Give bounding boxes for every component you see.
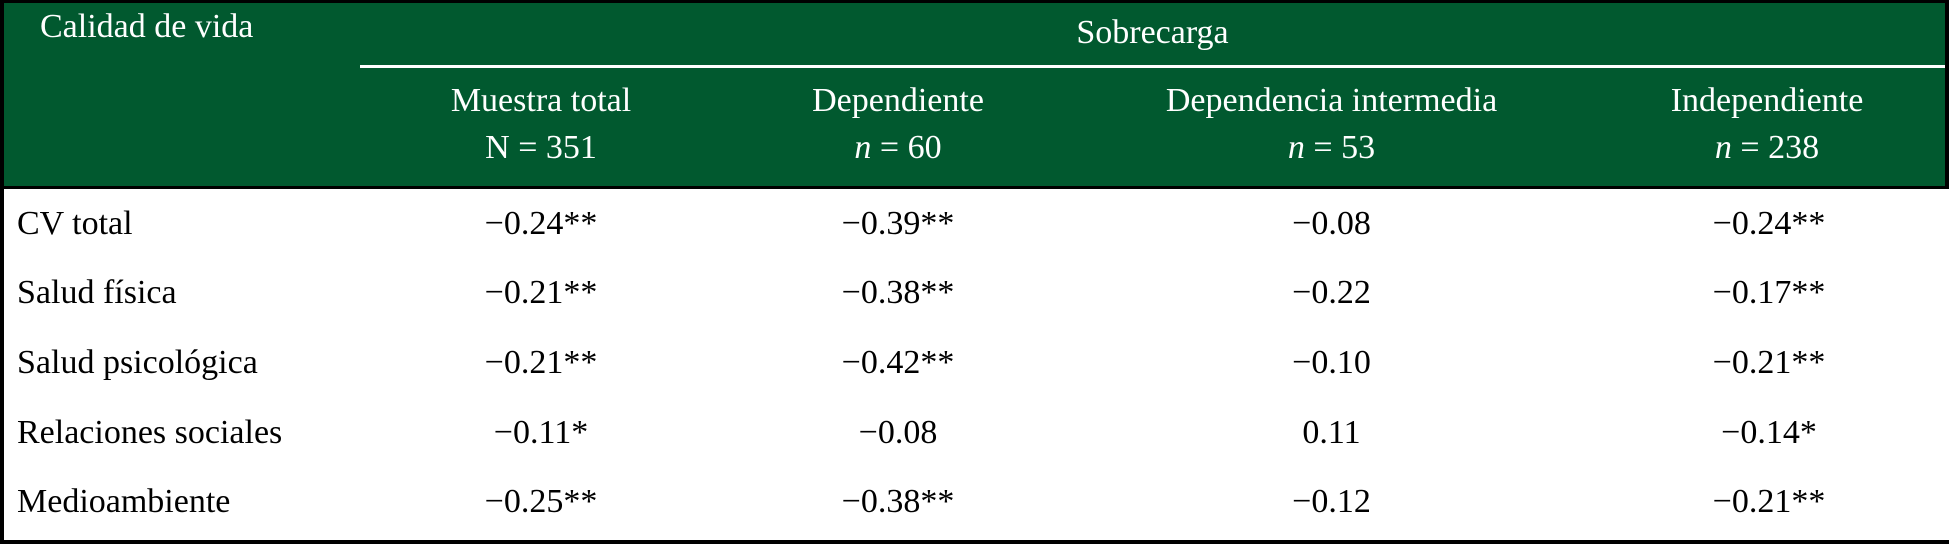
cell-value: −0.39** [841, 204, 955, 242]
cell-value: −0.17** [1712, 274, 1826, 312]
cell-value: −0.21** [1712, 343, 1826, 381]
cell-value: 0.11 [1302, 413, 1361, 451]
spanner-header: Sobrecarga [360, 3, 1945, 68]
n-symbol: n [1714, 128, 1732, 166]
table-row: Medioambiente −0.25** −0.38** −0.12 −0.2… [4, 467, 1949, 537]
cell-value: −0.24** [1712, 204, 1826, 242]
column-header-muestra-total: Muestra total N = 351 [360, 68, 722, 186]
column-header-dependiente: Dependiente n = 60 [722, 68, 1074, 186]
n-value: = 60 [871, 128, 942, 166]
n-symbol: N [485, 128, 510, 166]
cell-value: −0.38** [841, 274, 955, 312]
row-label: CV total [17, 204, 133, 242]
cell-value: −0.21** [1712, 483, 1826, 521]
table-row: Salud física −0.21** −0.38** −0.22 −0.17… [4, 259, 1949, 329]
cell-value: −0.21** [484, 343, 598, 381]
spanner-label: Sobrecarga [1076, 14, 1229, 51]
table-row: CV total −0.24** −0.39** −0.08 −0.24** [4, 189, 1949, 259]
cell-value: −0.38** [841, 483, 955, 521]
table-body: CV total −0.24** −0.39** −0.08 −0.24** S… [4, 189, 1949, 537]
table-header: Calidad de vida Sobrecarga Muestra total… [4, 0, 1949, 189]
cell-value: −0.08 [858, 413, 938, 451]
column-title: Dependiente [812, 82, 984, 119]
column-n-line: n = 60 [854, 125, 941, 172]
column-header-dependencia-intermedia: Dependencia intermedia n = 53 [1074, 68, 1589, 186]
n-value: = 53 [1304, 128, 1376, 166]
column-title: Muestra total [450, 82, 632, 119]
cell-value: −0.10 [1292, 343, 1371, 381]
n-value: = 351 [509, 128, 597, 166]
row-label: Salud psicológica [17, 343, 258, 381]
cell-value: −0.22 [1292, 274, 1371, 312]
cell-value: −0.12 [1292, 483, 1371, 521]
row-label: Relaciones sociales [17, 413, 283, 451]
table-row: Salud psicológica −0.21** −0.42** −0.10 … [4, 328, 1949, 398]
column-header-independiente: Independiente n = 238 [1589, 68, 1945, 186]
table-row: Relaciones sociales −0.11* −0.08 0.11 −0… [4, 398, 1949, 468]
column-n-line: N = 351 [485, 125, 597, 172]
column-title: Independiente [1670, 82, 1864, 119]
table-corner-label: Calidad de vida [40, 8, 254, 45]
n-value: = 238 [1731, 128, 1820, 166]
column-title: Dependencia intermedia [1165, 82, 1498, 119]
cell-value: −0.14* [1721, 413, 1817, 451]
cell-value: −0.11* [493, 413, 589, 451]
cell-value: −0.42** [841, 343, 955, 381]
cell-value: −0.08 [1292, 204, 1371, 242]
row-label: Medioambiente [17, 483, 231, 521]
cell-value: −0.24** [484, 204, 598, 242]
n-symbol: n [854, 128, 872, 166]
cell-value: −0.21** [484, 274, 598, 312]
column-n-line: n = 238 [1715, 125, 1819, 172]
row-label: Salud física [17, 274, 177, 312]
column-n-line: n = 53 [1288, 125, 1375, 172]
cell-value: −0.25** [484, 483, 598, 521]
n-symbol: n [1287, 128, 1305, 166]
